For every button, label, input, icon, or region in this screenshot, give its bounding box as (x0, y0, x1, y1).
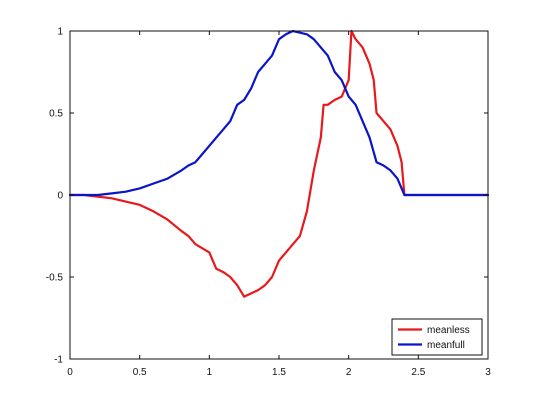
x-tick-label: 1 (207, 367, 213, 378)
x-tick-label: 1.5 (272, 367, 286, 378)
x-tick-label: 0 (67, 367, 73, 378)
x-tick-label: 2 (346, 367, 352, 378)
legend-label-meanfull: meanfull (427, 340, 465, 351)
y-tick-label: -0.5 (46, 273, 64, 284)
x-tick-label: 3 (485, 367, 491, 378)
y-tick-label: -1 (54, 355, 63, 366)
series-line-meanfull (68, 29, 490, 197)
legend-box (391, 318, 483, 356)
series-line-meanless (68, 29, 490, 298)
series-layer (68, 29, 490, 298)
x-tick-label: 0.5 (133, 367, 147, 378)
y-tick-label: 1 (57, 27, 63, 38)
legend-label-meanless: meanless (427, 325, 470, 336)
axes-layer: 0 0.5 1 1.5 2 2.5 3 -1 -0.5 0 0.5 1 (46, 27, 491, 379)
y-tick-label: 0.5 (49, 109, 63, 120)
y-tick-label: 0 (57, 191, 63, 202)
x-tick-label: 2.5 (411, 367, 425, 378)
legend: meanless meanfull (391, 318, 483, 356)
